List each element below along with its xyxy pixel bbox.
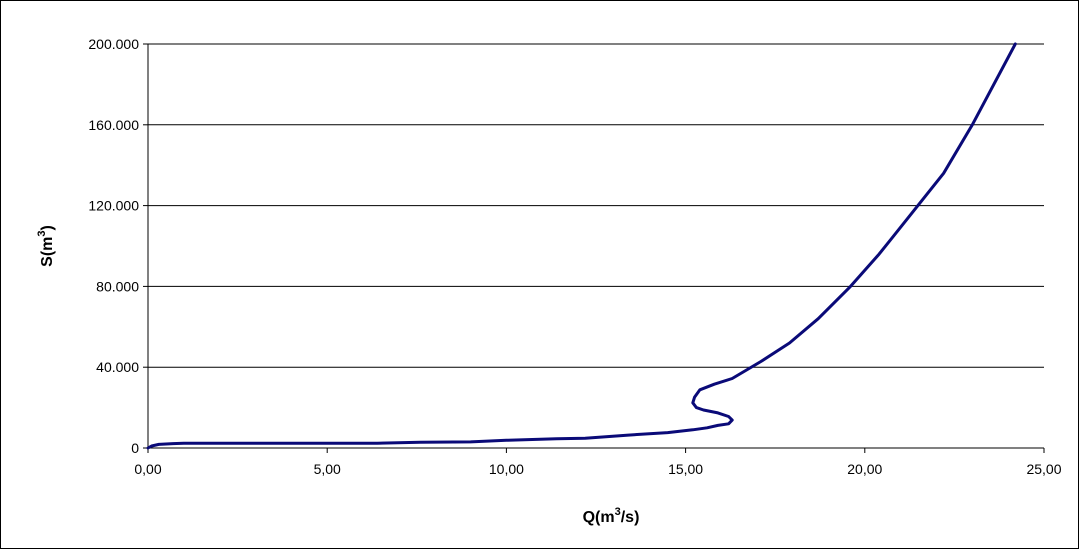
x-axis-title: Q(m3/s) [583, 506, 640, 526]
x-tick-label-1: 5,00 [314, 461, 341, 477]
x-tick-label-0: 0,00 [134, 461, 161, 477]
x-tick-label-5: 25,00 [1026, 461, 1061, 477]
x-tick-label-2: 10,00 [489, 461, 524, 477]
grid-lines [148, 43, 1044, 368]
series-layer [146, 42, 1017, 450]
y-tick-label-0: 0 [131, 440, 139, 456]
y-tick-label-3: 120.000 [88, 198, 139, 214]
y-axis-title: S(m3) [36, 225, 56, 267]
series-line-0 [146, 42, 1017, 450]
y-tick-label-1: 40.000 [96, 359, 139, 375]
x-tick-label-3: 15,00 [668, 461, 703, 477]
axes [143, 43, 1045, 453]
x-tick-label-4: 20,00 [847, 461, 882, 477]
y-tick-labels: 0 40.000 80.000 120.000 160.000 200.000 [88, 36, 139, 456]
x-tick-labels: 0,00 5,00 10,00 15,00 20,00 25,00 [134, 461, 1061, 477]
y-tick-label-5: 200.000 [88, 36, 139, 52]
y-tick-label-2: 80.000 [96, 278, 139, 294]
y-tick-label-4: 160.000 [88, 117, 139, 133]
